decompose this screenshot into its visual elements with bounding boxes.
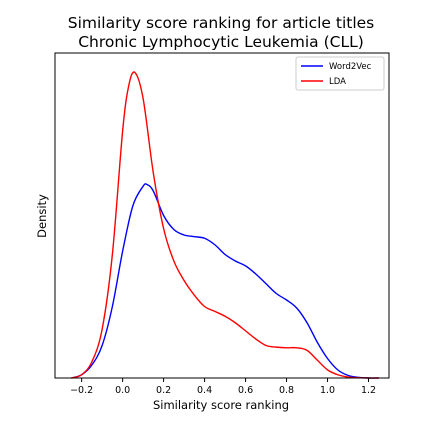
- x-tick-label: 1.0: [320, 385, 335, 396]
- x-tick-label: 0.4: [197, 385, 212, 396]
- x-tick-label: 1.2: [361, 385, 376, 396]
- x-tick-label: 0.8: [279, 385, 294, 396]
- chart-title-line-1: Similarity score ranking for article tit…: [68, 14, 375, 32]
- y-axis-label: Density: [35, 194, 49, 238]
- series-line-lda: [71, 71, 379, 379]
- legend-label-word2vec: Word2Vec: [329, 62, 372, 72]
- x-tick-label: −0.2: [70, 385, 93, 396]
- x-tick-label: 0.6: [238, 385, 253, 396]
- legend-label-lda: LDA: [329, 77, 346, 87]
- x-axis-label: Similarity score ranking: [153, 398, 289, 412]
- x-axis-ticks: −0.2 0.0 0.2 0.4 0.6 0.8 1.0 1.2: [70, 378, 376, 396]
- x-tick-label: 0.2: [156, 385, 171, 396]
- series-line-word2vec: [71, 183, 379, 379]
- series-layer: [71, 71, 379, 379]
- chart-title-line-2: Chronic Lymphocytic Leukemia (CLL): [78, 33, 364, 51]
- x-tick-label: 0.0: [115, 385, 130, 396]
- plot-frame: [54, 52, 390, 379]
- legend: Word2Vec LDA: [295, 56, 385, 91]
